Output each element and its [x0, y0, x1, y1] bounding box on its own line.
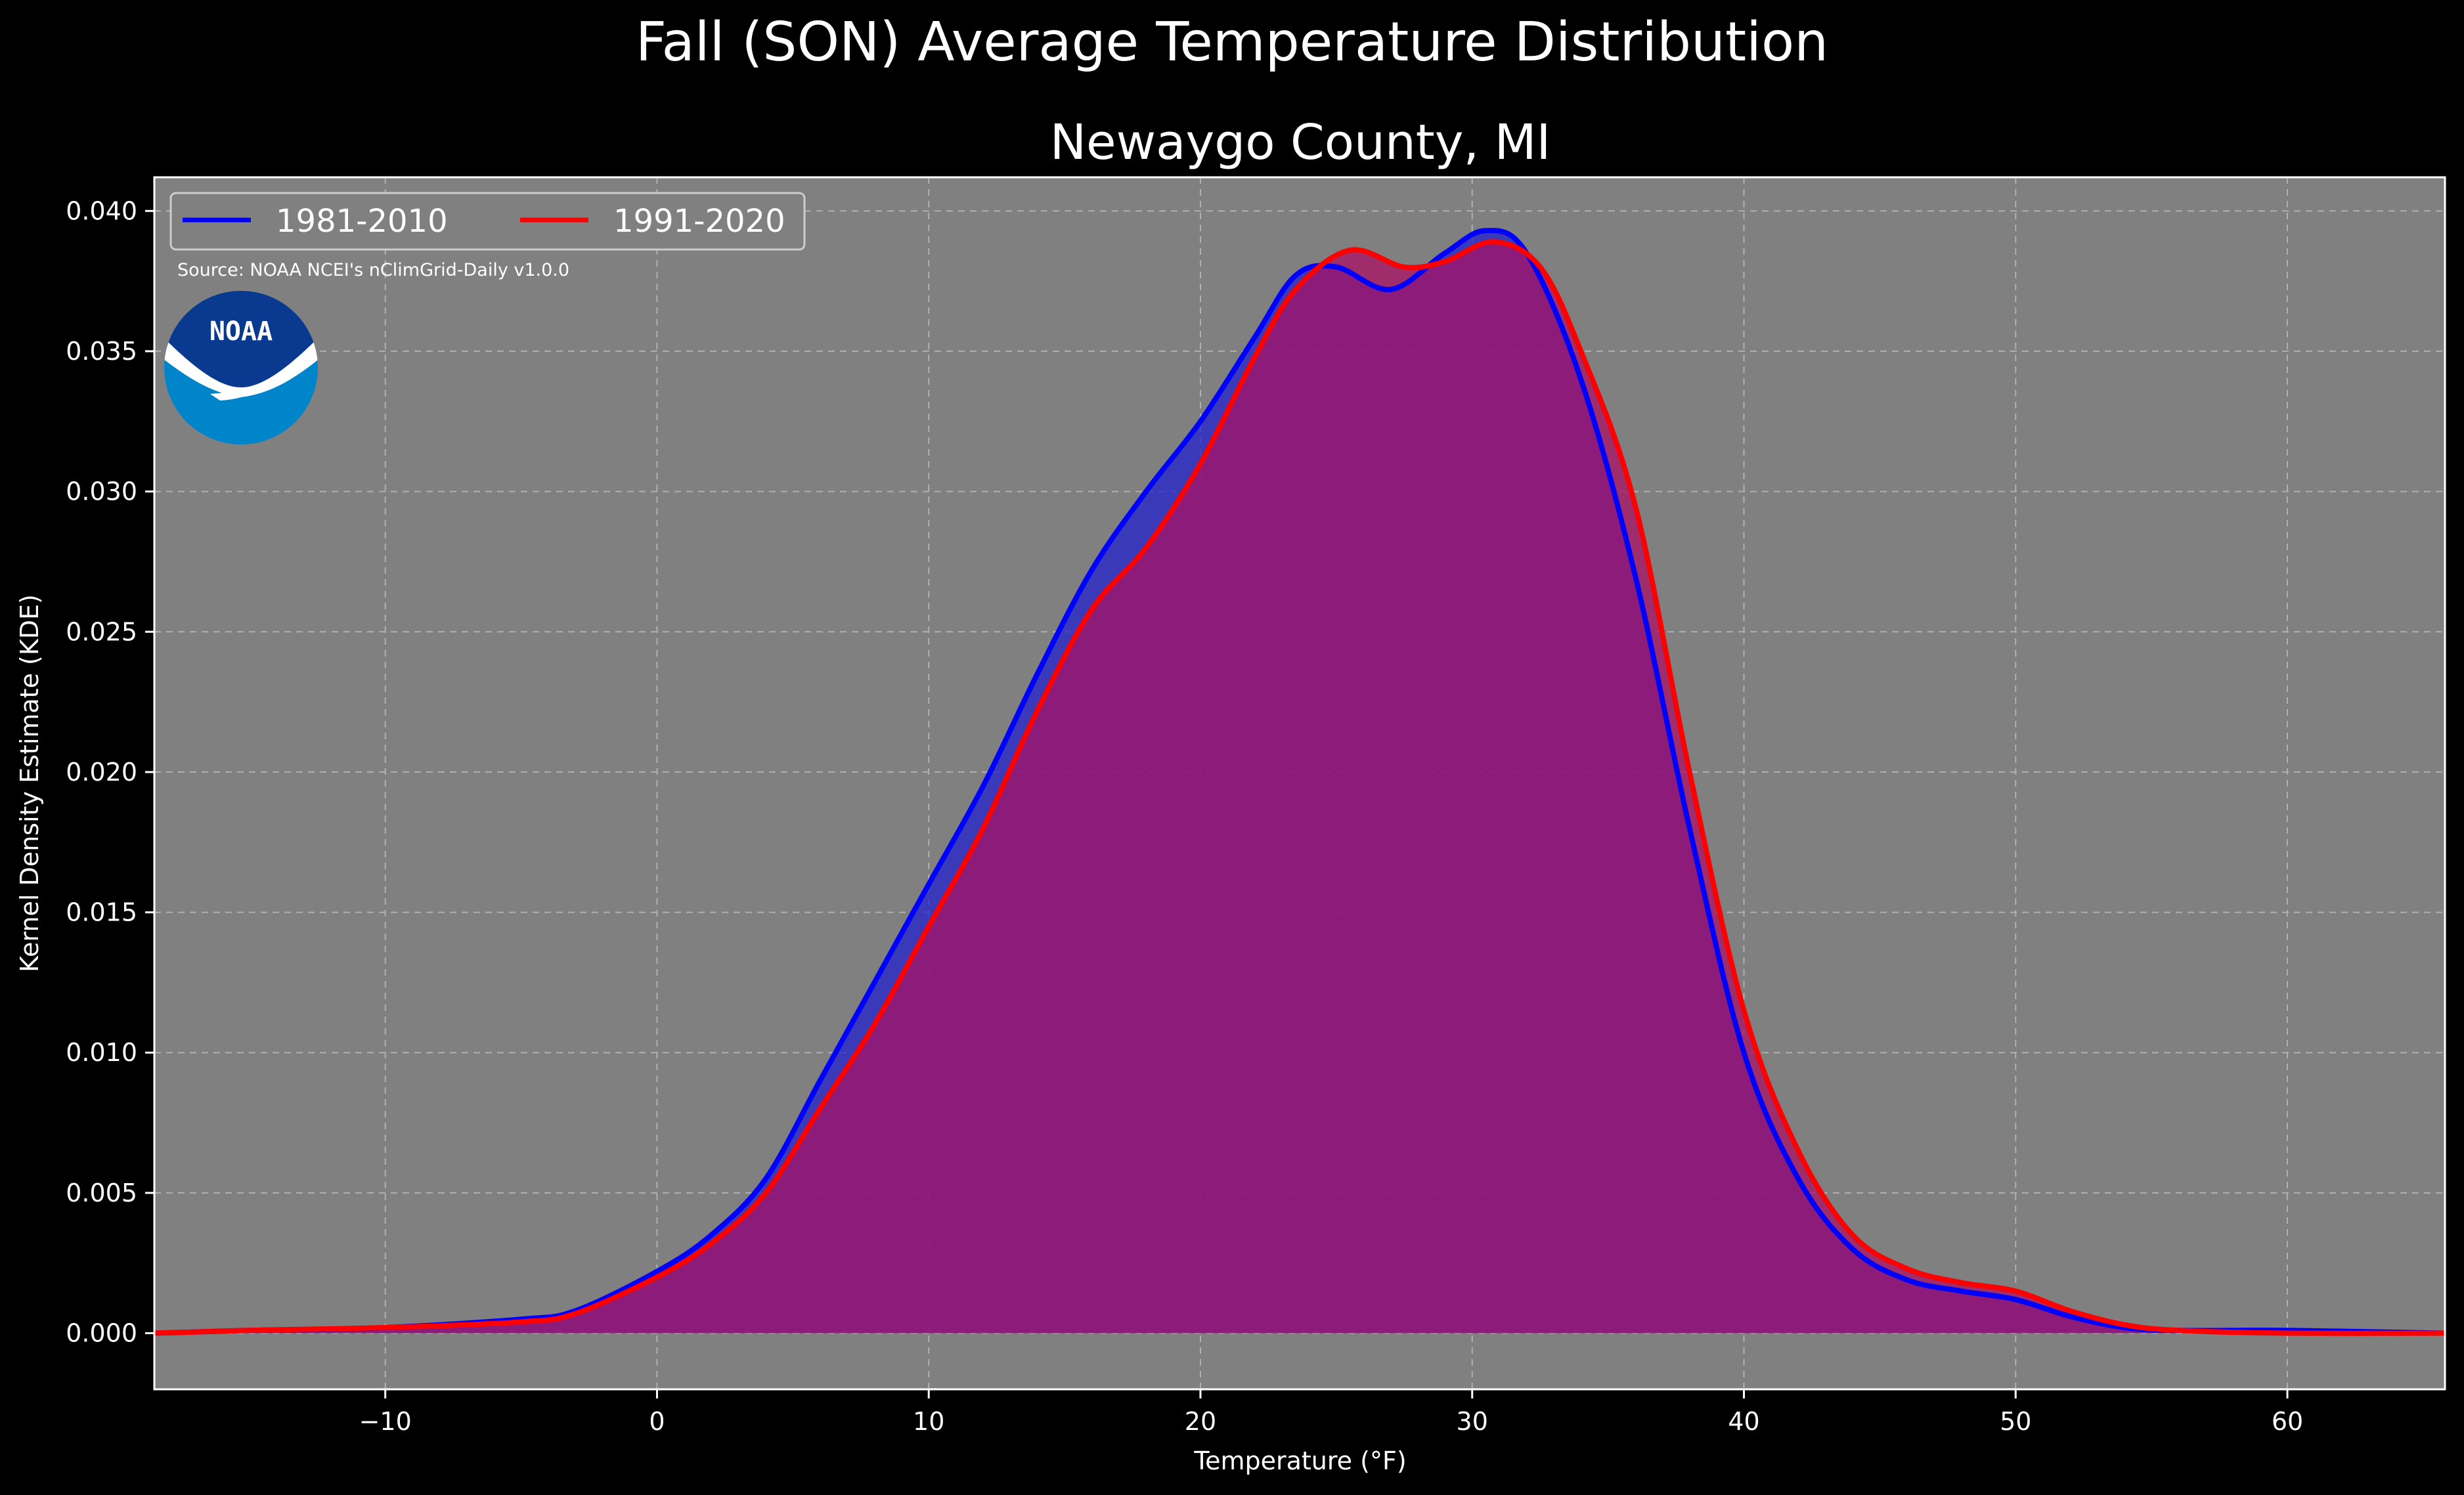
plot-frame: [153, 176, 2446, 1391]
y-axis-ticks: 0.000 0.005 0.010 0.015 0.020 0.025 0.030 0.035…: [66, 196, 154, 1348]
legend-label-1981-2010: 1981-2010: [276, 203, 448, 240]
y-tick-label: 0.025: [66, 617, 137, 646]
x-tick-label: 60: [2272, 1407, 2303, 1436]
x-axis-ticks: −10 0 10 20 30 40 50 60: [359, 1389, 2303, 1436]
noaa-logo-bird: [210, 378, 276, 401]
y-tick-label: 0.010: [66, 1038, 137, 1067]
series-1981-2010-line: [154, 228, 2446, 1336]
series-1991-2020-fill: [154, 242, 2445, 1333]
legend-label-1991-2020: 1991-2020: [613, 203, 785, 240]
legend-frame: [169, 192, 806, 251]
x-tick-label: 10: [913, 1407, 944, 1436]
y-tick-label: 0.035: [66, 337, 137, 366]
y-tick-label: 0.015: [66, 898, 137, 927]
x-tick-label: 20: [1185, 1407, 1216, 1436]
noaa-logo-top: [164, 291, 318, 387]
x-tick-label: 50: [2000, 1407, 2031, 1436]
y-tick-label: 0.020: [66, 758, 137, 787]
y-tick-label: 0.040: [66, 196, 137, 225]
series-fills: [154, 230, 2445, 1333]
y-axis-label: Kernel Density Estimate (KDE): [15, 594, 44, 972]
chart-title: Fall (SON) Average Temperature Distribut…: [636, 11, 1828, 74]
legend: 1981-2010 1991-2020: [169, 192, 806, 251]
x-axis-label: Temperature (°F): [1193, 1446, 1406, 1475]
x-tick-label: 40: [1728, 1407, 1759, 1436]
source-note: Source: NOAA NCEI's nClimGrid-Daily v1.0…: [177, 260, 569, 280]
series-1991-2020-line: [154, 239, 2446, 1336]
y-tick-label: 0.000: [66, 1319, 137, 1348]
x-tick-label: 0: [649, 1407, 665, 1436]
y-tick-label: 0.005: [66, 1179, 137, 1207]
noaa-logo: NOAA: [164, 291, 318, 444]
x-tick-label: −10: [359, 1407, 412, 1436]
x-tick-label: 30: [1457, 1407, 1488, 1436]
noaa-logo-wave: [164, 332, 318, 397]
chart-subtitle: Newaygo County, MI: [1050, 114, 1551, 171]
noaa-logo-text: NOAA: [209, 316, 273, 347]
y-tick-label: 0.030: [66, 477, 137, 506]
series-lines: [154, 228, 2446, 1336]
